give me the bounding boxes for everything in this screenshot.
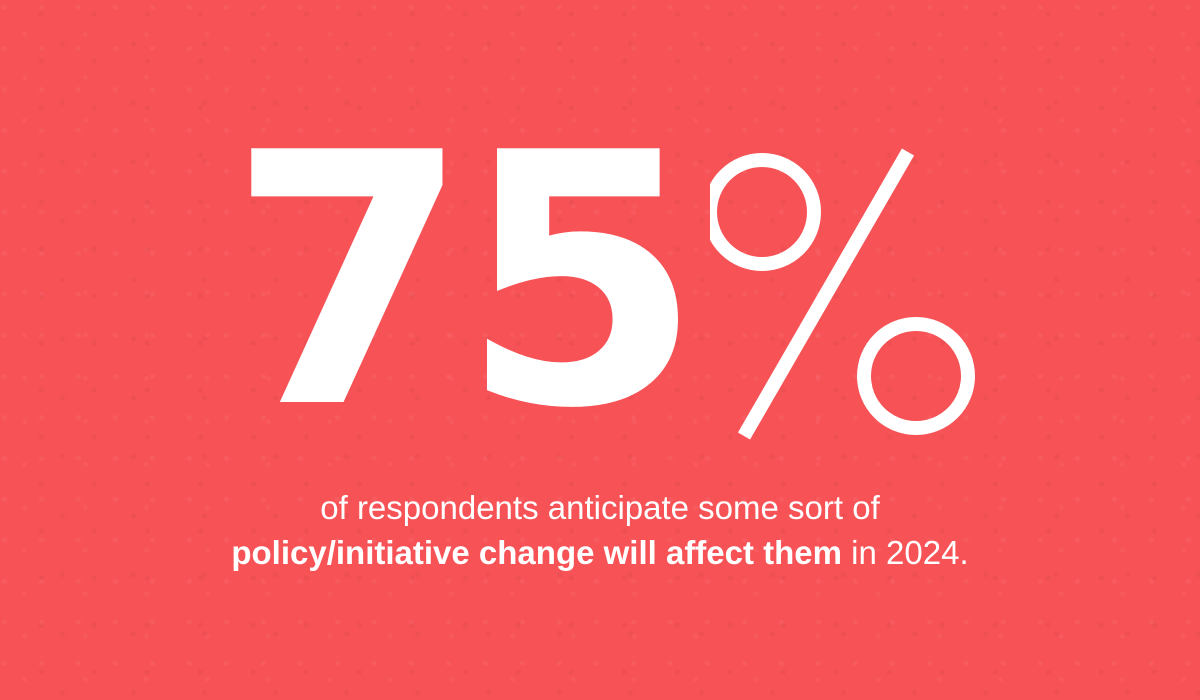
stat-number: 75 [228,80,702,485]
caption-suffix: in 2024. [842,534,969,571]
caption-emphasis: policy/initiative change will affect the… [231,534,843,571]
stat-caption: of respondents anticipate some sort of p… [0,485,1200,575]
percent-sign-icon [710,148,976,440]
caption-line-2: policy/initiative change will affect the… [0,530,1200,575]
headline-stat: 75 [228,80,976,485]
caption-line-1: of respondents anticipate some sort of [320,489,880,526]
